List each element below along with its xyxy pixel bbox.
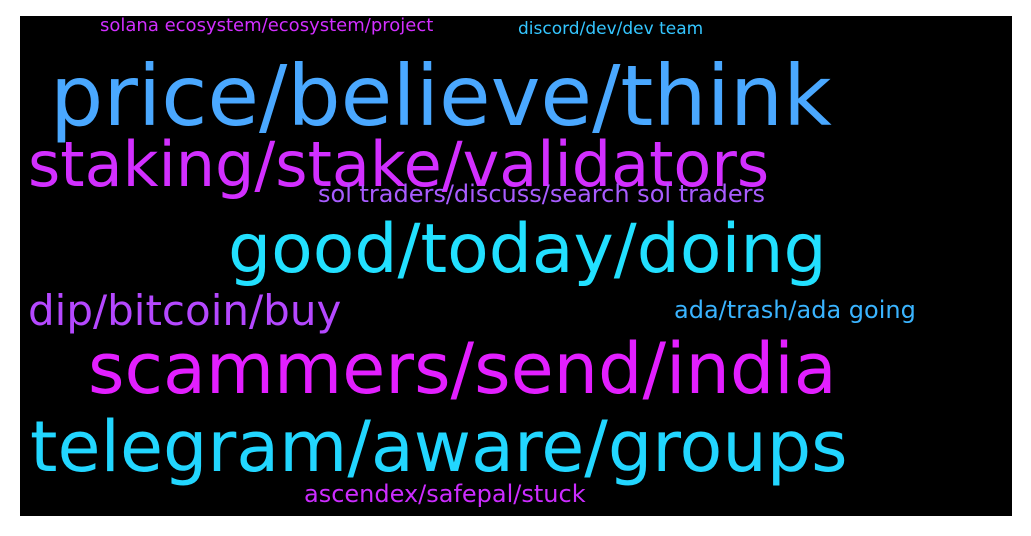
word-discord-dev-dev-team: discord/dev/dev team: [518, 19, 704, 39]
word-telegram-aware-groups: telegram/aware/groups: [30, 406, 848, 488]
word-price-believe-think: price/believe/think: [50, 47, 832, 145]
word-solana-ecosystem-project: solana ecosystem/ecosystem/project: [100, 16, 434, 36]
word-dip-bitcoin-buy: dip/bitcoin/buy: [28, 286, 342, 335]
word-cloud: price/believe/think staking/stake/valida…: [20, 16, 1012, 516]
word-staking-stake-validators: staking/stake/validators: [28, 128, 770, 201]
word-sol-traders-discuss: sol traders/discuss/search sol traders: [318, 180, 766, 208]
word-good-today-doing: good/today/doing: [228, 210, 827, 289]
word-ascendex-safepal-stuck: ascendex/safepal/stuck: [304, 480, 586, 508]
word-scammers-send-india: scammers/send/india: [88, 328, 837, 410]
word-ada-trash-ada-going: ada/trash/ada going: [674, 296, 916, 324]
